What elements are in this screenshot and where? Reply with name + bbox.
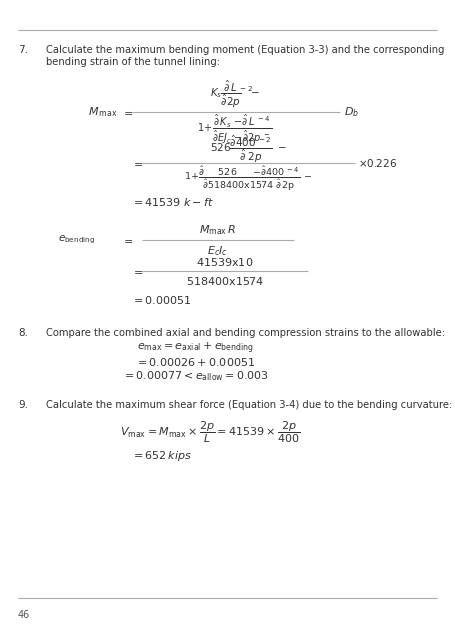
- Text: Calculate the maximum bending moment (Equation 3-3) and the corresponding: Calculate the maximum bending moment (Eq…: [46, 45, 445, 55]
- Text: $e_{\mathrm{bending}}$: $e_{\mathrm{bending}}$: [58, 234, 95, 246]
- Text: $1\!+\!\dfrac{\hat{\partial}\,K_s\,-\!\hat{\partial}\,L^{\;-4}}{\hat{\partial}EJ: $1\!+\!\dfrac{\hat{\partial}\,K_s\,-\!\h…: [197, 113, 273, 146]
- Text: $=$: $=$: [121, 235, 133, 245]
- Text: $=$: $=$: [131, 158, 143, 168]
- Text: $= 652\,kips$: $= 652\,kips$: [131, 449, 192, 463]
- Text: $=$: $=$: [121, 107, 133, 117]
- Text: 9.: 9.: [18, 400, 28, 410]
- Text: Compare the combined axial and bending compression strains to the allowable:: Compare the combined axial and bending c…: [46, 328, 445, 338]
- Text: $41539\mathrm{x}10$: $41539\mathrm{x}10$: [196, 256, 254, 268]
- Text: $K_s\dfrac{\hat{\partial}\,L}{\hat{\partial}2p}^{\!\!-2}\!\!-$: $K_s\dfrac{\hat{\partial}\,L}{\hat{\part…: [210, 78, 260, 110]
- Text: $= 0.00051$: $= 0.00051$: [131, 294, 192, 306]
- Text: $1\!+\!\dfrac{\hat{\partial}\quad\;\;526\quad\;\;-\!\hat{\partial}400^{\;-4}}{\h: $1\!+\!\dfrac{\hat{\partial}\quad\;\;526…: [184, 165, 312, 193]
- Text: $V_{\mathrm{max}} = M_{\mathrm{max}} \times \dfrac{2p}{L} = 41539 \times \dfrac{: $V_{\mathrm{max}} = M_{\mathrm{max}} \ti…: [120, 419, 300, 445]
- Text: $e_{\mathrm{max}} = e_{\mathrm{axial}} + e_{\mathrm{bending}}$: $e_{\mathrm{max}} = e_{\mathrm{axial}} +…: [136, 340, 253, 356]
- Text: $= 0.00077 < e_{\mathrm{allow}} = 0.003$: $= 0.00077 < e_{\mathrm{allow}} = 0.003$: [121, 369, 268, 383]
- Text: 8.: 8.: [18, 328, 28, 338]
- Text: $D_b$: $D_b$: [344, 105, 359, 119]
- Text: $518400\mathrm{x}1574$: $518400\mathrm{x}1574$: [186, 275, 264, 287]
- Text: $E_c I_c$: $E_c I_c$: [207, 244, 228, 258]
- Text: 7.: 7.: [18, 45, 28, 55]
- Text: Calculate the maximum shear force (Equation 3-4) due to the bending curvature:: Calculate the maximum shear force (Equat…: [46, 400, 452, 410]
- Text: 46: 46: [18, 610, 30, 620]
- Text: $\times 0.226$: $\times 0.226$: [358, 157, 397, 169]
- Text: bending strain of the tunnel lining:: bending strain of the tunnel lining:: [46, 57, 220, 67]
- Text: $= 0.00026 + 0.00051$: $= 0.00026 + 0.00051$: [135, 356, 255, 368]
- Text: $=$: $=$: [131, 266, 143, 276]
- Text: $526\dfrac{\hat{\partial}400^{\;-2}}{\hat{\partial}\;2p}\;-$: $526\dfrac{\hat{\partial}400^{\;-2}}{\ha…: [210, 133, 286, 165]
- Text: $M_{\,\mathrm{max}}$: $M_{\,\mathrm{max}}$: [88, 105, 118, 119]
- Text: $M_{\mathrm{max}}\,R$: $M_{\mathrm{max}}\,R$: [199, 223, 237, 237]
- Text: $= 41539\;k - ft$: $= 41539\;k - ft$: [131, 196, 214, 208]
